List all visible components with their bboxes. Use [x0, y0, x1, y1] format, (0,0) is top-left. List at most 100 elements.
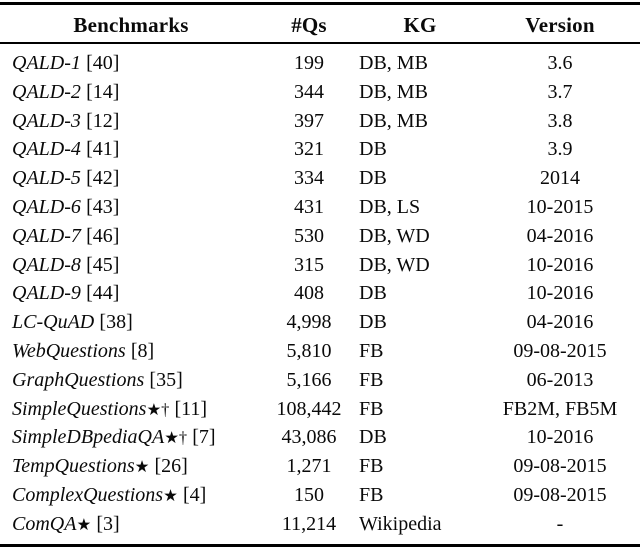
kg-value: DB — [359, 138, 387, 161]
benchmark-name: SimpleDBpediaQA — [12, 426, 165, 449]
kg-value: DB — [359, 282, 387, 305]
benchmark-name: QALD-6 — [12, 195, 81, 218]
kg-value: DB, LS — [359, 195, 421, 218]
benchmark-name-cell: SimpleDBpediaQA★† [7] — [12, 423, 216, 453]
benchmark-name-cell: ComQA★ [3] — [12, 510, 120, 540]
table-row: SimpleDBpediaQA★† [7] 43,086 DB 10-2016 — [0, 423, 640, 452]
benchmark-name: QALD-5 — [12, 167, 81, 190]
table-row: QALD-8 [45] 315 DB, WD 10-2016 — [0, 251, 640, 280]
version-value: 3.8 — [547, 109, 573, 132]
table-row: QALD-6 [43] 431 DB, LS 10-2015 — [0, 193, 640, 222]
qs-value: 11,214 — [281, 512, 337, 535]
table-body: QALD-1 [40] 199 DB, MB 3.6 QALD-2 [14] 344… — [0, 44, 640, 544]
benchmark-name: QALD-4 — [12, 138, 81, 161]
table-row: LC-QuAD [38] 4,998 DB 04-2016 — [0, 308, 640, 337]
qs-value: 321 — [294, 138, 324, 161]
qs-value: 150 — [294, 483, 324, 506]
star-dagger-marker: ★† — [146, 399, 170, 419]
column-header-benchmarks: Benchmarks — [73, 13, 189, 37]
benchmark-name: SimpleQuestions — [12, 397, 147, 420]
citation-ref: [46] — [86, 224, 120, 247]
benchmark-name-cell: TempQuestions★ [26] — [12, 452, 188, 482]
benchmark-name: WebQuestions — [12, 339, 126, 362]
benchmark-name: ComplexQuestions — [12, 483, 164, 506]
kg-value: DB, WD — [359, 253, 430, 276]
version-value: 04-2016 — [526, 224, 594, 247]
citation-ref: [35] — [149, 368, 183, 391]
table-row: ComplexQuestions★ [4] 150 FB 09-08-2015 — [0, 481, 640, 510]
qs-value: 5,810 — [286, 339, 332, 362]
star-dagger-marker: ★ — [134, 457, 150, 477]
star-dagger-marker: ★ — [76, 514, 92, 534]
table-header-rule — [0, 42, 640, 44]
version-value: 10-2016 — [526, 253, 594, 276]
version-value: - — [556, 512, 564, 535]
qs-value: 431 — [294, 195, 324, 218]
qs-value: 530 — [294, 224, 324, 247]
version-value: 10-2016 — [526, 426, 594, 449]
benchmark-name-cell: QALD-4 [41] — [12, 135, 119, 165]
benchmark-name: LC-QuAD — [12, 311, 95, 334]
kg-value: FB — [359, 368, 384, 391]
benchmark-name-cell: QALD-9 [44] — [12, 279, 119, 309]
citation-ref: [44] — [86, 282, 120, 305]
citation-ref: [26] — [154, 455, 188, 478]
table-row: QALD-4 [41] 321 DB 3.9 — [0, 135, 640, 164]
qs-value: 43,086 — [281, 426, 337, 449]
table-row: QALD-3 [12] 397 DB, MB 3.8 — [0, 107, 640, 136]
version-value: 10-2015 — [526, 195, 594, 218]
qs-value: 4,998 — [286, 311, 332, 334]
benchmark-name-cell: WebQuestions [8] — [12, 337, 154, 367]
table-row: QALD-5 [42] 334 DB 2014 — [0, 164, 640, 193]
version-value: 2014 — [540, 167, 580, 190]
column-header-version: Version — [525, 13, 595, 37]
benchmark-name: QALD-9 — [12, 282, 81, 305]
kg-value: FB — [359, 339, 384, 362]
table-bottom-rule — [0, 543, 640, 547]
citation-ref: [43] — [86, 195, 120, 218]
version-value: 3.9 — [547, 138, 573, 161]
table-row: TempQuestions★ [26] 1,271 FB 09-08-2015 — [0, 452, 640, 481]
qs-value: 108,442 — [276, 397, 342, 420]
kg-value: Wikipedia — [359, 512, 442, 535]
citation-ref: [40] — [86, 52, 120, 74]
benchmark-name: GraphQuestions — [12, 368, 145, 391]
kg-value: FB — [359, 455, 384, 478]
version-value: 09-08-2015 — [513, 483, 607, 506]
qs-value: 1,271 — [286, 455, 332, 478]
benchmark-name-cell: QALD-6 [43] — [12, 193, 119, 223]
citation-ref: [12] — [86, 109, 120, 132]
version-value: 3.6 — [547, 52, 573, 74]
table-row: QALD-7 [46] 530 DB, WD 04-2016 — [0, 222, 640, 251]
benchmark-name-cell: QALD-5 [42] — [12, 164, 119, 194]
version-value: 04-2016 — [526, 311, 594, 334]
benchmark-name-cell: QALD-3 [12] — [12, 107, 119, 137]
kg-value: DB — [359, 167, 387, 190]
qs-value: 397 — [294, 109, 324, 132]
star-dagger-marker: ★ — [163, 485, 178, 505]
citation-ref: [7] — [192, 426, 216, 449]
table-row: SimpleQuestions★† [11] 108,442 FB FB2M, F… — [0, 395, 640, 424]
benchmark-name-cell: QALD-8 [45] — [12, 251, 119, 281]
table-header-row: Benchmarks #Qs KG Version — [0, 5, 640, 42]
citation-ref: [38] — [99, 311, 133, 334]
benchmark-name: TempQuestions — [12, 455, 135, 478]
qs-value: 199 — [294, 52, 324, 74]
qs-value: 5,166 — [286, 368, 332, 391]
citation-ref: [3] — [96, 512, 120, 535]
benchmark-name-cell: LC-QuAD [38] — [12, 308, 133, 338]
kg-value: DB, MB — [359, 109, 428, 132]
citation-ref: [41] — [86, 138, 120, 161]
benchmark-name-cell: ComplexQuestions★ [4] — [12, 481, 206, 511]
table-row: QALD-9 [44] 408 DB 10-2016 — [0, 279, 640, 308]
kg-value: DB — [359, 311, 387, 334]
kg-value: DB — [359, 426, 387, 449]
benchmark-name-cell: QALD-1 [40] — [12, 49, 119, 79]
table-row: ComQA★ [3] 11,214 Wikipedia - — [0, 510, 640, 539]
kg-value: DB, WD — [359, 224, 430, 247]
kg-value: DB, MB — [359, 80, 428, 103]
table-row: QALD-1 [40] 199 DB, MB 3.6 — [0, 49, 640, 78]
benchmark-name-cell: QALD-2 [14] — [12, 78, 119, 108]
version-value: 09-08-2015 — [513, 455, 607, 478]
column-header-qs: #Qs — [291, 13, 327, 37]
